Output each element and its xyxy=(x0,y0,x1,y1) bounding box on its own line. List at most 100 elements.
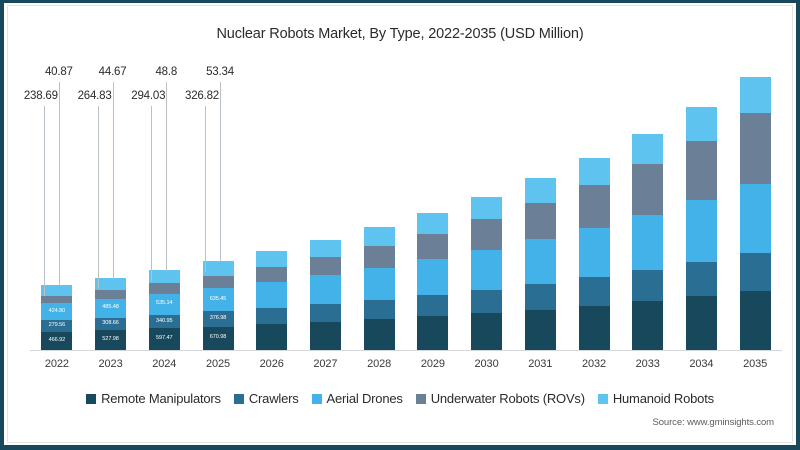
bar-2024[interactable]: 535.14 340.95 597.47 xyxy=(148,270,180,350)
bar-2026[interactable] xyxy=(256,251,288,350)
segment-2032-aerial-drones[interactable] xyxy=(578,227,610,278)
segment-2026-underwater-robots-rovs[interactable] xyxy=(256,267,288,283)
segment-2035-humanoid-robots[interactable] xyxy=(739,77,771,114)
segment-2029-remote-manipulators[interactable] xyxy=(417,316,449,350)
segment-2030-crawlers[interactable] xyxy=(471,289,503,314)
segment-2029-crawlers[interactable] xyxy=(417,294,449,317)
segment-2035-underwater-robots-rovs[interactable] xyxy=(739,113,771,184)
segment-2025-underwater-robots-rovs[interactable] xyxy=(202,275,234,289)
segment-2025-crawlers[interactable]: 376.98 xyxy=(202,311,234,327)
segment-2035-aerial-drones[interactable] xyxy=(739,183,771,253)
segment-2028-humanoid-robots[interactable] xyxy=(363,227,395,247)
segment-2027-humanoid-robots[interactable] xyxy=(309,239,341,258)
segment-2034-remote-manipulators[interactable] xyxy=(685,296,717,350)
segment-2024-underwater-robots-rovs[interactable] xyxy=(148,283,180,294)
bar-2023[interactable]: 485.48 308.66 527.98 xyxy=(95,278,127,350)
segment-2032-underwater-robots-rovs[interactable] xyxy=(578,185,610,228)
segment-2027-aerial-drones[interactable] xyxy=(309,275,341,304)
segment-2023-underwater-robots-rovs[interactable] xyxy=(95,290,127,299)
segment-2034-crawlers[interactable] xyxy=(685,261,717,297)
segment-value-label: 308.66 xyxy=(102,320,119,327)
bar-2025[interactable]: 635.45 376.98 670.98 xyxy=(202,261,234,350)
leader-line-top-2023 xyxy=(112,82,114,280)
segment-2031-aerial-drones[interactable] xyxy=(524,239,556,284)
legend-label-crawlers: Crawlers xyxy=(248,391,299,406)
segment-2029-humanoid-robots[interactable] xyxy=(417,212,449,234)
segment-2028-remote-manipulators[interactable] xyxy=(363,319,395,350)
bar-2028[interactable] xyxy=(363,227,395,350)
legend-item-crawlers[interactable]: Crawlers xyxy=(233,391,299,406)
segment-2028-crawlers[interactable] xyxy=(363,299,395,320)
bar-2032[interactable] xyxy=(578,157,610,350)
segment-2035-crawlers[interactable] xyxy=(739,252,771,291)
bar-2031[interactable] xyxy=(524,178,556,350)
segment-2032-humanoid-robots[interactable] xyxy=(578,157,610,186)
legend-item-underwater-robots-rovs[interactable]: Underwater Robots (ROVs) xyxy=(415,391,585,406)
leader-line-top-2022 xyxy=(58,82,60,287)
segment-2028-aerial-drones[interactable] xyxy=(363,267,395,300)
segment-2034-humanoid-robots[interactable] xyxy=(685,107,717,141)
segment-2025-humanoid-robots[interactable] xyxy=(202,261,234,276)
segment-2022-aerial-drones[interactable]: 424.80 xyxy=(41,303,73,321)
segment-2031-crawlers[interactable] xyxy=(524,283,556,310)
segment-2030-remote-manipulators[interactable] xyxy=(471,313,503,350)
segment-2030-aerial-drones[interactable] xyxy=(471,249,503,290)
segment-2032-crawlers[interactable] xyxy=(578,277,610,306)
segment-2023-aerial-drones[interactable]: 485.48 xyxy=(95,298,127,318)
segment-2034-aerial-drones[interactable] xyxy=(685,200,717,262)
segment-2035-remote-manipulators[interactable] xyxy=(739,290,771,350)
segment-2022-humanoid-robots[interactable] xyxy=(41,285,73,297)
segment-2025-remote-manipulators[interactable]: 670.98 xyxy=(202,326,234,350)
segment-2023-crawlers[interactable]: 308.66 xyxy=(95,317,127,331)
legend-item-aerial-drones[interactable]: Aerial Drones xyxy=(311,391,403,406)
segment-2027-crawlers[interactable] xyxy=(309,303,341,322)
bar-2035[interactable] xyxy=(739,77,771,350)
segment-2030-underwater-robots-rovs[interactable] xyxy=(471,219,503,250)
segment-2027-underwater-robots-rovs[interactable] xyxy=(309,257,341,276)
segment-2033-humanoid-robots[interactable] xyxy=(632,134,664,165)
segment-2029-aerial-drones[interactable] xyxy=(417,259,449,295)
segment-2026-remote-manipulators[interactable] xyxy=(256,324,288,350)
segment-2024-aerial-drones[interactable]: 535.14 xyxy=(148,293,180,315)
bar-2034[interactable] xyxy=(685,107,717,350)
segment-2022-underwater-robots-rovs[interactable] xyxy=(41,296,73,304)
legend-label-humanoid-robots: Humanoid Robots xyxy=(612,391,714,406)
segment-2033-underwater-robots-rovs[interactable] xyxy=(632,164,664,215)
segment-value-label: 527.98 xyxy=(102,336,119,343)
segment-2032-remote-manipulators[interactable] xyxy=(578,305,610,350)
segment-2026-humanoid-robots[interactable] xyxy=(256,251,288,268)
segment-2029-underwater-robots-rovs[interactable] xyxy=(417,233,449,260)
segment-value-label: 340.95 xyxy=(156,317,173,324)
segment-2022-crawlers[interactable]: 279.56 xyxy=(41,320,73,332)
segment-2022-remote-manipulators[interactable]: 466.92 xyxy=(41,331,73,350)
segment-2031-underwater-robots-rovs[interactable] xyxy=(524,203,556,240)
segment-2030-humanoid-robots[interactable] xyxy=(471,196,503,220)
segment-2028-underwater-robots-rovs[interactable] xyxy=(363,246,395,268)
legend-item-remote-manipulators[interactable]: Remote Manipulators xyxy=(86,391,221,406)
segment-2034-underwater-robots-rovs[interactable] xyxy=(685,140,717,201)
top-segment-callout-2024: 48.8 xyxy=(155,66,178,78)
bar-2022[interactable]: 424.80 279.56 466.92 xyxy=(41,285,73,350)
segment-2027-remote-manipulators[interactable] xyxy=(309,321,341,350)
bar-2027[interactable] xyxy=(309,239,341,350)
total-callout-2023: 264.83 xyxy=(77,90,112,102)
segment-2023-remote-manipulators[interactable]: 527.98 xyxy=(95,330,127,350)
segment-2026-crawlers[interactable] xyxy=(256,307,288,325)
segment-2031-humanoid-robots[interactable] xyxy=(524,178,556,204)
segment-2025-aerial-drones[interactable]: 635.45 xyxy=(202,288,234,312)
segment-2024-crawlers[interactable]: 340.95 xyxy=(148,314,180,329)
segment-2031-remote-manipulators[interactable] xyxy=(524,309,556,350)
segment-2023-humanoid-robots[interactable] xyxy=(95,278,127,291)
segment-value-label: 535.14 xyxy=(156,300,173,307)
bar-2029[interactable] xyxy=(417,212,449,350)
segment-2033-aerial-drones[interactable] xyxy=(632,214,664,270)
segment-2033-crawlers[interactable] xyxy=(632,269,664,302)
legend-swatch-underwater-robots-rovs xyxy=(415,393,426,404)
segment-2024-remote-manipulators[interactable]: 597.47 xyxy=(148,328,180,350)
bar-2030[interactable] xyxy=(471,196,503,350)
segment-2026-aerial-drones[interactable] xyxy=(256,282,288,308)
segment-2024-humanoid-robots[interactable] xyxy=(148,270,180,284)
legend-item-humanoid-robots[interactable]: Humanoid Robots xyxy=(597,391,714,406)
bar-2033[interactable] xyxy=(632,134,664,350)
segment-2033-remote-manipulators[interactable] xyxy=(632,301,664,350)
